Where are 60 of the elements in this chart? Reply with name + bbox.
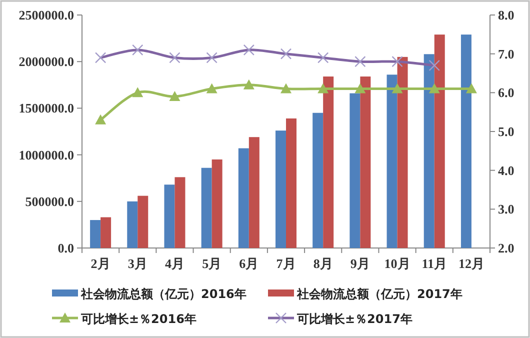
x-tick-label: 2月 xyxy=(90,256,110,271)
bar xyxy=(238,148,249,248)
bar xyxy=(212,159,222,248)
bar xyxy=(276,130,286,248)
x-tick-label: 6月 xyxy=(239,256,259,271)
bar xyxy=(286,118,296,248)
bar xyxy=(248,137,260,248)
x-tick-label: 8月 xyxy=(313,256,333,271)
bar xyxy=(460,34,472,248)
point xyxy=(95,114,106,124)
point xyxy=(132,87,144,98)
bar xyxy=(397,56,408,248)
bar xyxy=(424,54,434,248)
y-tick-label: 1500000.0 xyxy=(18,100,74,116)
y2-tick-label: 3.0 xyxy=(498,202,514,217)
x-tick-label: 12月 xyxy=(458,256,484,271)
point xyxy=(243,79,254,90)
bar xyxy=(360,76,371,248)
bar xyxy=(350,93,360,248)
x-tick-label: 9月 xyxy=(350,256,370,271)
y2-tick-label: 6.0 xyxy=(498,85,514,100)
x-tick-label: 3月 xyxy=(128,256,148,271)
legend-label: 社会物流总额（亿元）2016年 xyxy=(80,287,246,301)
bar xyxy=(312,112,324,248)
y2-tick-label: 2.0 xyxy=(498,240,514,256)
x-tick-label: 7月 xyxy=(276,256,296,271)
y2-tick-label: 7.0 xyxy=(498,46,514,62)
point xyxy=(392,83,403,94)
x-tick-label: 4月 xyxy=(164,256,184,271)
x-tick-label: 5月 xyxy=(202,256,222,271)
legend-label: 社会物流总额（亿元）2017年 xyxy=(296,287,462,301)
point xyxy=(206,83,218,94)
bar xyxy=(323,76,334,248)
point xyxy=(354,83,366,94)
y2-tick-label: 8.0 xyxy=(498,8,514,22)
y-tick-label: 1000000.0 xyxy=(18,147,74,162)
point xyxy=(318,83,329,94)
y-tick-label: 500000.0 xyxy=(25,194,74,209)
y-tick-label: 0.0 xyxy=(58,240,74,256)
point xyxy=(466,83,477,94)
point xyxy=(169,91,180,102)
bar xyxy=(174,177,186,248)
bar xyxy=(100,217,112,248)
point xyxy=(280,83,292,94)
y2-tick-label: 4.0 xyxy=(498,162,514,178)
y-tick-label: 2000000.0 xyxy=(18,54,74,70)
y-tick-label: 2500000.0 xyxy=(18,8,74,22)
y2-tick-label: 5.0 xyxy=(498,124,514,139)
x-tick-label: 10月 xyxy=(384,256,410,271)
bar xyxy=(386,74,398,248)
bar xyxy=(434,34,445,248)
bar xyxy=(127,201,138,248)
bar xyxy=(201,168,212,248)
legend-label: 可比增长±％2017年 xyxy=(296,312,412,326)
bar xyxy=(138,196,148,248)
point xyxy=(428,83,440,94)
x-tick-label: 11月 xyxy=(422,256,448,271)
bar xyxy=(90,220,101,248)
legend-label: 可比增长±％2016年 xyxy=(80,312,196,326)
bar xyxy=(164,184,175,248)
